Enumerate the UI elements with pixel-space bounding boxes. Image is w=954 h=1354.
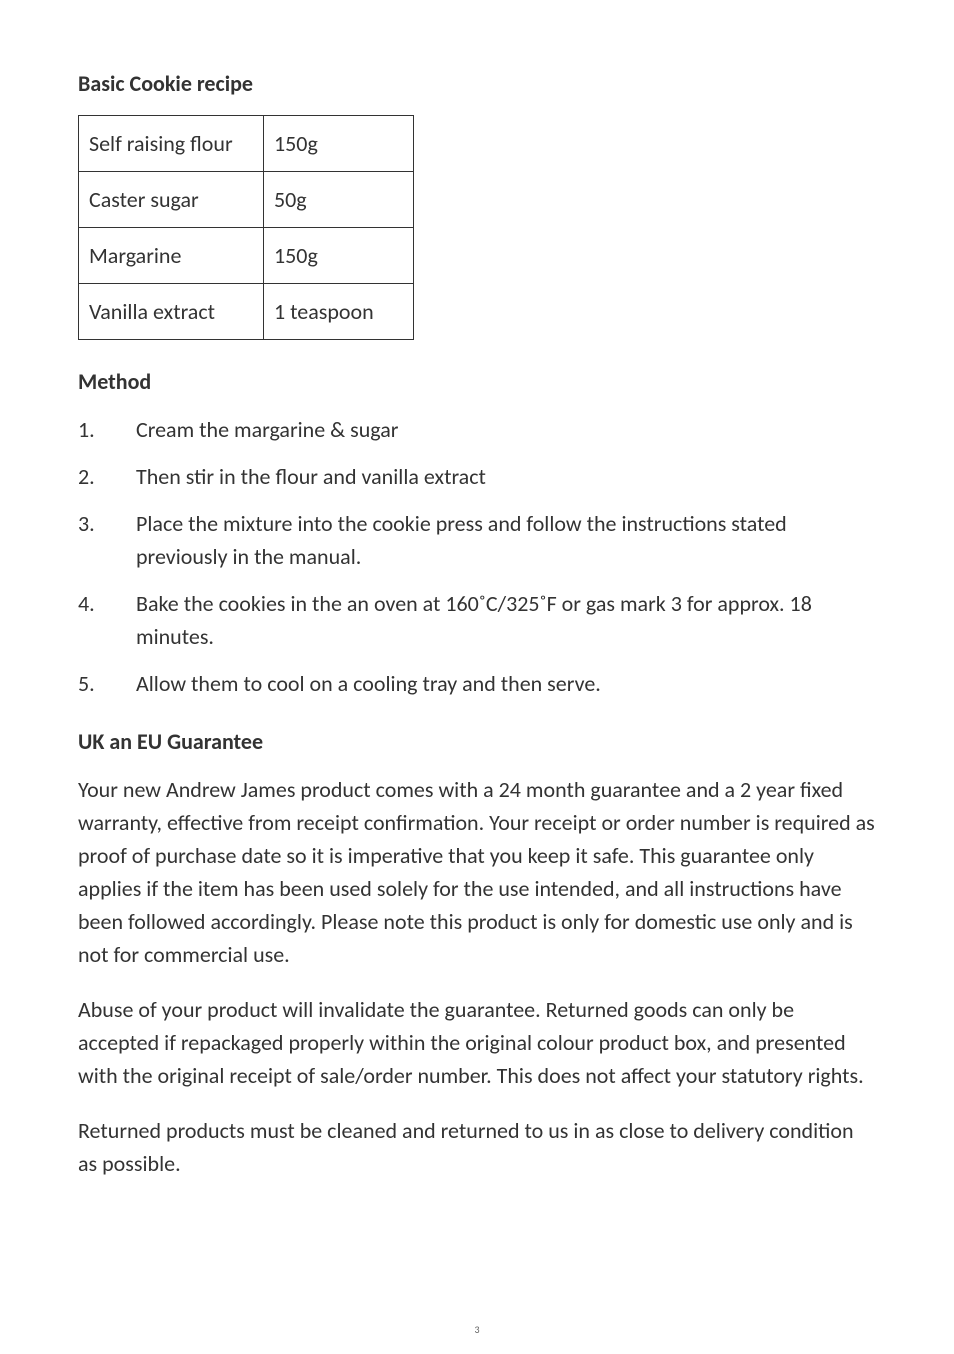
step-number: 2. bbox=[78, 460, 136, 493]
guarantee-heading: UK an EU Guarantee bbox=[78, 728, 876, 755]
list-item: 4. Bake the cookies in the an oven at 16… bbox=[78, 587, 876, 653]
list-item: 3. Place the mixture into the cookie pre… bbox=[78, 507, 876, 573]
recipe-title: Basic Cookie recipe bbox=[78, 70, 876, 97]
list-item: 5. Allow them to cool on a cooling tray … bbox=[78, 667, 876, 700]
ingredient-name: Caster sugar bbox=[79, 172, 264, 228]
step-number: 3. bbox=[78, 507, 136, 573]
ingredient-amount: 150g bbox=[264, 228, 414, 284]
ingredients-table: Self raising flour 150g Caster sugar 50g… bbox=[78, 115, 414, 340]
guarantee-paragraph: Returned products must be cleaned and re… bbox=[78, 1114, 876, 1180]
table-row: Vanilla extract 1 teaspoon bbox=[79, 284, 414, 340]
step-number: 1. bbox=[78, 413, 136, 446]
ingredient-name: Vanilla extract bbox=[79, 284, 264, 340]
step-text: Allow them to cool on a cooling tray and… bbox=[136, 667, 876, 700]
step-text: Place the mixture into the cookie press … bbox=[136, 507, 876, 573]
ingredient-name: Margarine bbox=[79, 228, 264, 284]
page-number: 3 bbox=[0, 1323, 954, 1336]
ingredient-name: Self raising flour bbox=[79, 116, 264, 172]
step-number: 4. bbox=[78, 587, 136, 653]
method-list: 1. Cream the margarine & sugar 2. Then s… bbox=[78, 413, 876, 700]
ingredient-amount: 1 teaspoon bbox=[264, 284, 414, 340]
step-text: Then stir in the flour and vanilla extra… bbox=[136, 460, 876, 493]
table-row: Margarine 150g bbox=[79, 228, 414, 284]
table-row: Caster sugar 50g bbox=[79, 172, 414, 228]
step-text: Bake the cookies in the an oven at 160˚C… bbox=[136, 587, 876, 653]
guarantee-paragraph: Abuse of your product will invalidate th… bbox=[78, 993, 876, 1092]
ingredient-amount: 150g bbox=[264, 116, 414, 172]
table-row: Self raising flour 150g bbox=[79, 116, 414, 172]
list-item: 1. Cream the margarine & sugar bbox=[78, 413, 876, 446]
method-heading: Method bbox=[78, 368, 876, 395]
list-item: 2. Then stir in the flour and vanilla ex… bbox=[78, 460, 876, 493]
step-text: Cream the margarine & sugar bbox=[136, 413, 876, 446]
step-number: 5. bbox=[78, 667, 136, 700]
guarantee-paragraph: Your new Andrew James product comes with… bbox=[78, 773, 876, 971]
ingredient-amount: 50g bbox=[264, 172, 414, 228]
